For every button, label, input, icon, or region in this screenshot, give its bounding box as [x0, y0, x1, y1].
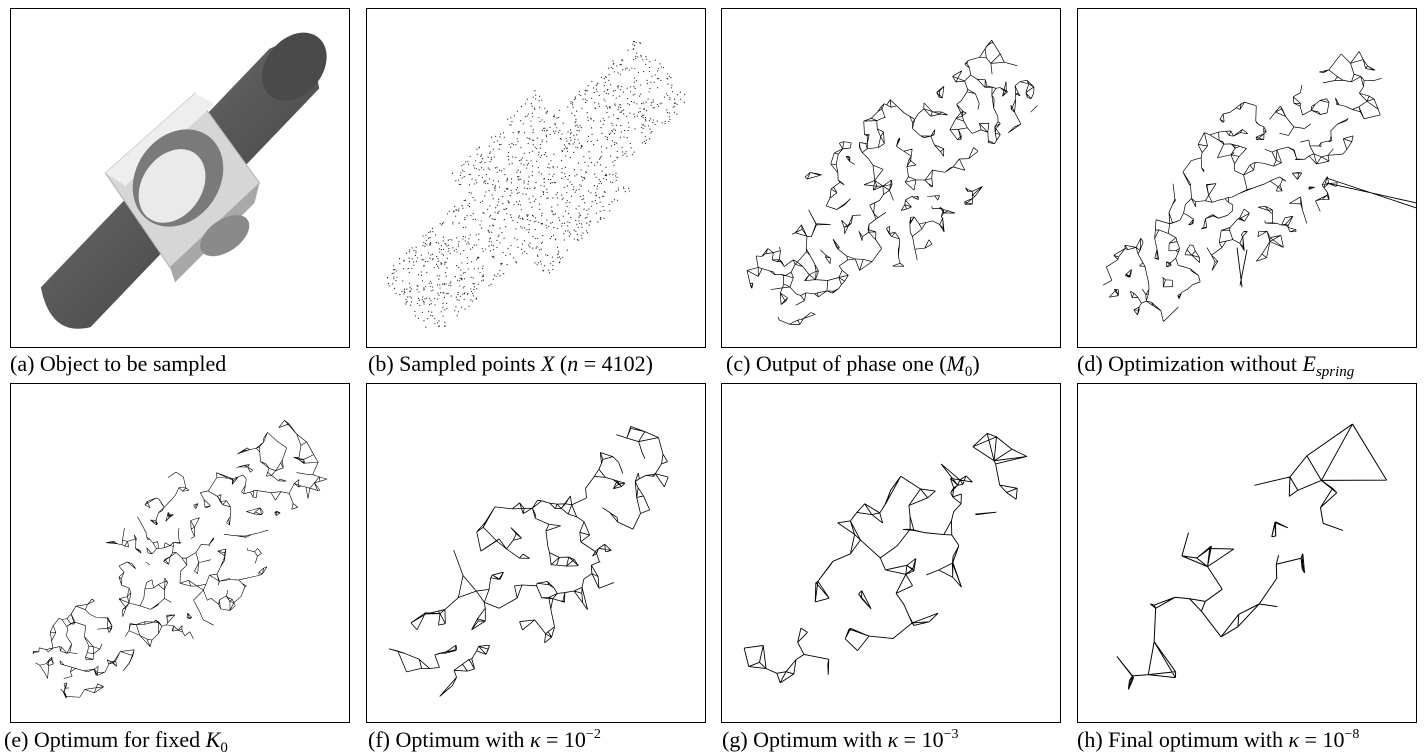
solid-object-render [40, 32, 327, 329]
mesh-no-spring [1102, 51, 1416, 322]
mesh-edges [746, 39, 1038, 325]
mesh-edges [32, 420, 328, 699]
mesh-edges [743, 432, 1028, 684]
caption-a: (a) Object to be sampled [10, 351, 227, 376]
panel-g-kappa-3 [721, 383, 1061, 723]
panel-b-points [366, 8, 706, 348]
mesh-spike [1236, 177, 1416, 288]
panel-e-fixed-k0 [10, 383, 350, 723]
caption-e: (e) Optimum for fixed K0 [4, 727, 228, 756]
point-cloud [386, 41, 686, 328]
caption-d: (d) Optimization without Espring [1077, 351, 1355, 380]
mesh-kappa-1e-2 [388, 425, 669, 697]
panel-d-no-spring [1077, 8, 1417, 348]
mesh-kappa-1e-3 [743, 432, 1028, 684]
caption-b: (b) Sampled points X (n = 4102) [368, 351, 653, 376]
mesh-edges [1116, 423, 1387, 690]
mesh-edges [1102, 51, 1382, 322]
caption-g: (g) Optimum with κ = 10−3 [722, 727, 959, 752]
mesh-edges [388, 425, 669, 697]
panel-h-kappa-8 [1077, 383, 1417, 723]
mesh-kappa-1e-8 [1116, 423, 1387, 690]
caption-c: (c) Output of phase one (M0) [726, 351, 980, 380]
panel-a-object [10, 8, 350, 348]
panel-f-kappa-2 [366, 383, 706, 723]
mesh-fixed-k0 [32, 420, 328, 699]
panel-c-phase-one [721, 8, 1061, 348]
caption-h: (h) Final optimum with κ = 10−8 [1077, 727, 1360, 752]
mesh-phase-one [746, 39, 1038, 325]
caption-f: (f) Optimum with κ = 10−2 [368, 727, 601, 752]
